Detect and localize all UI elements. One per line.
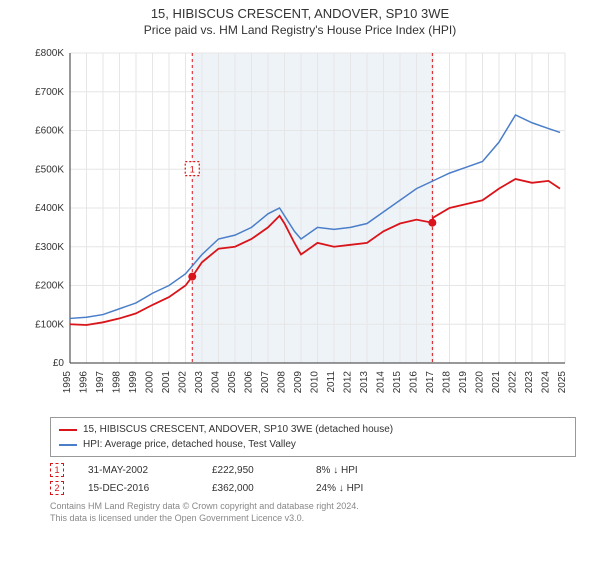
legend-item: 15, HIBISCUS CRESCENT, ANDOVER, SP10 3WE…	[59, 422, 567, 437]
sales-table: 1 31-MAY-2002 £222,950 8% ↓ HPI 2 15-DEC…	[50, 463, 576, 495]
svg-text:2013: 2013	[359, 371, 370, 394]
svg-text:£100K: £100K	[35, 319, 64, 330]
svg-text:2002: 2002	[178, 371, 189, 394]
sale-diff: 8% ↓ HPI	[316, 465, 358, 476]
footer-line: This data is licensed under the Open Gov…	[50, 513, 576, 525]
sale-price: £362,000	[212, 483, 292, 494]
chart-subtitle: Price paid vs. HM Land Registry's House …	[0, 23, 600, 37]
sale-diff: 24% ↓ HPI	[316, 483, 363, 494]
svg-text:2009: 2009	[293, 371, 304, 394]
svg-text:2018: 2018	[442, 371, 453, 394]
svg-text:2025: 2025	[557, 371, 568, 394]
svg-text:£500K: £500K	[35, 164, 64, 175]
svg-text:£0: £0	[53, 358, 65, 369]
svg-text:£400K: £400K	[35, 203, 64, 214]
legend-label: HPI: Average price, detached house, Test…	[83, 437, 296, 452]
legend: 15, HIBISCUS CRESCENT, ANDOVER, SP10 3WE…	[50, 417, 576, 457]
legend-label: 15, HIBISCUS CRESCENT, ANDOVER, SP10 3WE…	[83, 422, 393, 437]
svg-text:2024: 2024	[541, 371, 552, 394]
svg-text:£300K: £300K	[35, 242, 64, 253]
svg-text:£700K: £700K	[35, 87, 64, 98]
svg-text:£600K: £600K	[35, 126, 64, 137]
svg-text:1996: 1996	[79, 371, 90, 394]
svg-text:2005: 2005	[227, 371, 238, 394]
svg-text:1997: 1997	[95, 371, 106, 394]
svg-text:1998: 1998	[112, 371, 123, 394]
sales-row: 2 15-DEC-2016 £362,000 24% ↓ HPI	[50, 481, 576, 495]
sales-row: 1 31-MAY-2002 £222,950 8% ↓ HPI	[50, 463, 576, 477]
legend-swatch	[59, 444, 77, 446]
svg-text:2019: 2019	[458, 371, 469, 394]
svg-text:2023: 2023	[524, 371, 535, 394]
svg-text:£800K: £800K	[35, 48, 64, 59]
chart-title: 15, HIBISCUS CRESCENT, ANDOVER, SP10 3WE	[0, 6, 600, 21]
legend-swatch	[59, 429, 77, 431]
svg-text:2012: 2012	[343, 371, 354, 394]
svg-text:2001: 2001	[161, 371, 172, 394]
chart-area: £0 £100K £200K £300K £400K £500K £600K £700K £80…	[20, 43, 580, 413]
svg-text:2014: 2014	[376, 371, 387, 394]
footer-line: Contains HM Land Registry data © Crown c…	[50, 501, 576, 513]
svg-text:1999: 1999	[128, 371, 139, 394]
svg-text:2007: 2007	[260, 371, 271, 394]
svg-text:1: 1	[190, 165, 195, 175]
sale-marker-box: 1	[50, 463, 64, 477]
svg-text:2016: 2016	[409, 371, 420, 394]
svg-text:2011: 2011	[326, 371, 337, 393]
svg-text:2020: 2020	[475, 371, 486, 394]
svg-text:2006: 2006	[244, 371, 255, 394]
sale-marker-box: 2	[50, 481, 64, 495]
sale-date: 31-MAY-2002	[88, 465, 188, 476]
svg-text:2004: 2004	[211, 371, 222, 394]
svg-text:2000: 2000	[145, 371, 156, 394]
svg-text:2017: 2017	[425, 371, 436, 394]
sale-price: £222,950	[212, 465, 292, 476]
svg-text:2015: 2015	[392, 371, 403, 394]
svg-text:2010: 2010	[310, 371, 321, 394]
svg-text:1995: 1995	[62, 371, 73, 394]
svg-text:2021: 2021	[491, 371, 502, 394]
line-chart: £0 £100K £200K £300K £400K £500K £600K £700K £80…	[20, 43, 580, 413]
footer-attribution: Contains HM Land Registry data © Crown c…	[50, 501, 576, 524]
svg-text:2003: 2003	[194, 371, 205, 394]
legend-item: HPI: Average price, detached house, Test…	[59, 437, 567, 452]
svg-text:2022: 2022	[508, 371, 519, 394]
svg-text:2008: 2008	[277, 371, 288, 394]
sale-date: 15-DEC-2016	[88, 483, 188, 494]
svg-text:£200K: £200K	[35, 281, 64, 292]
